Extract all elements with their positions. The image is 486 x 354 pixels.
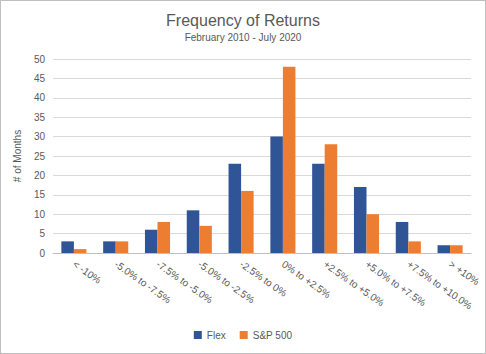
svg-text:45: 45 [34,73,46,84]
svg-text:+7.5% to +10.0%: +7.5% to +10.0% [405,258,475,312]
svg-text:Flex: Flex [207,330,226,341]
svg-text:+2.5% to +5.0%: +2.5% to +5.0% [321,258,387,309]
svg-text:Frequency of Returns: Frequency of Returns [166,12,320,29]
svg-text:35: 35 [34,112,46,123]
svg-text:30: 30 [34,131,46,142]
svg-text:20: 20 [34,170,46,181]
svg-text:-2.5% to 0%: -2.5% to 0% [237,258,289,299]
svg-text:0% to +2.5%: 0% to +2.5% [279,258,333,301]
svg-text:> +10%: > +10% [447,258,482,287]
svg-text:50: 50 [34,54,46,65]
svg-text:10: 10 [34,209,46,220]
svg-text:February 2010 - July 2020: February 2010 - July 2020 [185,32,302,43]
svg-text:< -10%: < -10% [71,258,104,285]
svg-text:-5.0% to -2.5%: -5.0% to -2.5% [196,258,257,306]
svg-text:S&P 500: S&P 500 [253,330,293,341]
svg-text:25: 25 [34,151,46,162]
svg-text:15: 15 [34,189,46,200]
svg-text:0: 0 [39,248,45,259]
svg-text:5: 5 [39,228,45,239]
svg-text:-7.5% to -5.0%: -7.5% to -5.0% [154,258,215,306]
svg-text:40: 40 [34,92,46,103]
svg-text:+5.0% to +7.5%: +5.0% to +7.5% [363,258,428,309]
svg-text:-5.0% to -7.5%: -5.0% to -7.5% [112,258,173,306]
svg-text:# of Months: # of Months [12,130,23,182]
